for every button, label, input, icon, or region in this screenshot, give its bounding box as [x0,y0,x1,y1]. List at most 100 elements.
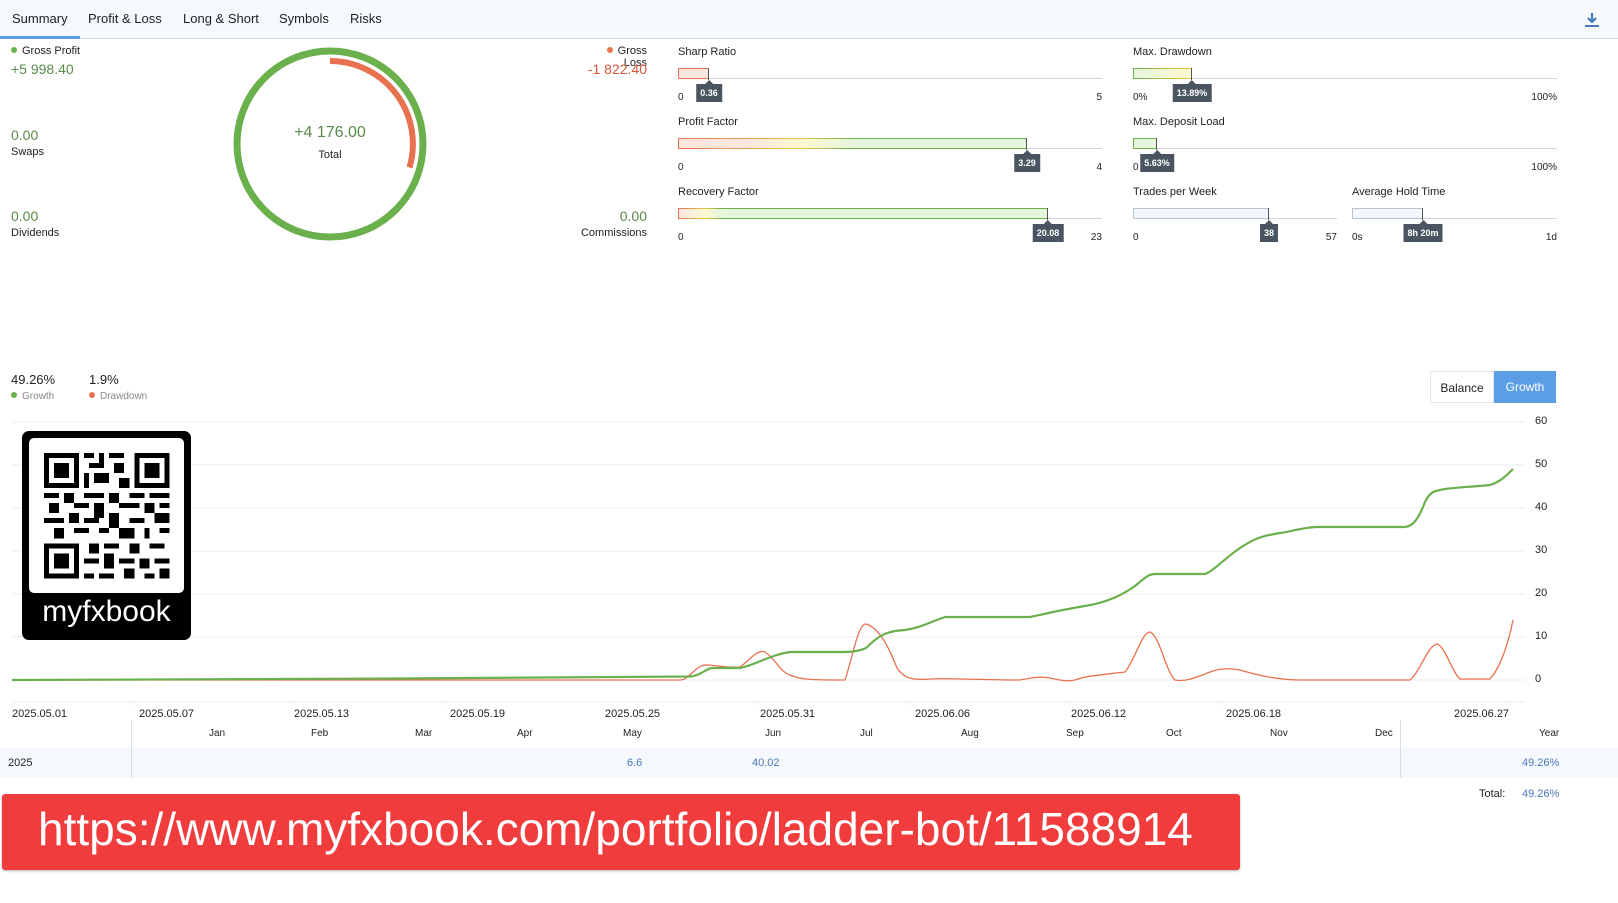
month-header: Jul [860,728,873,739]
meter-label: Trades per Week [1133,186,1217,198]
total-return: 49.26% [1522,788,1560,800]
month-header: Aug [961,728,979,739]
tab-label: Profit & Loss [88,11,162,26]
profit-loss-donut [233,47,427,241]
may-return[interactable]: 6.6 [627,757,643,769]
meter-fill [678,68,709,79]
max-drawdown-meter: Max. Drawdown 13.89% 0% 100% [1133,46,1557,106]
x-tick: 2025.06.18 [1226,708,1282,720]
drawdown-line [12,619,1514,682]
tab-label: Summary [12,11,68,26]
y-tick-10: 10 [1535,630,1548,642]
gross-loss-label: Gross Loss [582,45,647,69]
jun-return[interactable]: 40.02 [752,757,780,769]
trades-per-week-meter: Trades per Week 38 0 57 [1133,186,1337,246]
dividends-label: Dividends [11,227,60,239]
growth-legend: Growth [11,391,54,402]
tab-risks[interactable]: Risks [350,0,382,39]
profit-factor-meter: Profit Factor 3.29 0 4 [678,116,1102,176]
year-label: 2025 [8,757,33,769]
meter-label: Profit Factor [678,116,738,128]
year-header: Year [1539,728,1560,739]
url-banner[interactable]: https://www.myfxbook.com/portfolio/ladde… [2,794,1240,870]
commissions-value: 0.00 [619,208,647,224]
red-dot-icon [606,47,613,53]
meter-label: Average Hold Time [1352,186,1446,198]
green-dot-icon [11,392,17,398]
month-header: Nov [1270,728,1288,739]
meter-value-badge: 5.63% [1140,150,1174,172]
commissions-label: Commissions [580,227,647,239]
qr-code-badge[interactable]: myfxbook [22,431,191,640]
qr-code-icon [43,452,170,579]
y-tick-60: 60 [1535,415,1548,427]
tab-summary[interactable]: Summary [0,0,80,39]
month-header: May [623,728,642,739]
divider [131,748,132,778]
meter-min: 0 [1133,232,1139,243]
tab-symbols[interactable]: Symbols [279,0,329,39]
url-banner-text: https://www.myfxbook.com/portfolio/ladde… [38,803,1193,855]
x-tick: 2025.05.07 [139,708,195,720]
y-tick-50: 50 [1535,458,1548,470]
total-label: Total: [1479,788,1506,800]
meter-value-badge: 38 [1259,220,1279,242]
meter-min: 0% [1133,92,1148,103]
drawdown-legend: Drawdown [89,391,147,402]
y-tick-0: 0 [1535,673,1542,685]
download-button[interactable] [1582,10,1602,30]
year-total-return: 49.26% [1522,757,1560,769]
meter-fill [1133,138,1157,149]
month-header: Dec [1375,728,1393,739]
meter-fill [1352,208,1423,219]
avg-hold-time-meter: Average Hold Time 8h 20m 0s 1d [1352,186,1557,246]
download-icon [1585,13,1599,27]
meter-value-badge: 8h 20m [1403,220,1443,242]
qr-brand-text: myfxbook [42,595,171,628]
gross-profit-label: Gross Profit [11,45,80,57]
dividends-value: 0.00 [11,208,39,224]
meter-label: Max. Drawdown [1133,46,1212,58]
x-tick: 2025.06.12 [1071,708,1127,720]
meter-value-badge: 0.36 [696,80,722,102]
divider [1400,748,1401,778]
meter-fill [1133,68,1192,79]
growth-toggle-button[interactable]: Growth [1494,371,1556,403]
meter-value-badge: 3.29 [1014,150,1040,172]
month-header: Jun [765,728,782,739]
month-header: Jan [209,728,226,739]
gross-profit-value: +5 998.40 [11,61,74,77]
tab-profit-loss[interactable]: Profit & Loss [88,0,162,39]
meter-max: 1d [1545,232,1557,243]
meter-value-badge: 13.89% [1172,80,1212,102]
meter-fill [678,208,1048,219]
tab-label: Symbols [279,11,329,26]
meter-fill [678,138,1027,149]
y-tick-40: 40 [1535,501,1548,513]
meter-max: 5 [1096,92,1102,103]
x-tick: 2025.05.31 [760,708,816,720]
swaps-value: 0.00 [11,127,39,143]
max-deposit-load-meter: Max. Deposit Load 0 5.63% 100% [1133,116,1557,176]
x-tick: 2025.05.01 [12,708,68,720]
sharp-ratio-meter: Sharp Ratio 0.36 0 5 [678,46,1102,106]
meter-max: 57 [1325,232,1337,243]
meter-min: 0s [1352,232,1363,243]
red-dot-icon [89,392,95,398]
drawdown-value: 1.9% [89,372,119,387]
meter-value-badge: 20.08 [1032,220,1064,242]
growth-chart [11,421,1525,705]
month-header: Oct [1166,728,1182,739]
y-tick-20: 20 [1535,587,1548,599]
swaps-label: Swaps [11,146,45,158]
tab-label: Long & Short [183,11,259,26]
month-header: Apr [517,728,533,739]
meter-label: Max. Deposit Load [1133,116,1225,128]
meter-max: 100% [1531,92,1557,103]
month-header: Mar [415,728,433,739]
tab-bar: Summary Profit & Loss Long & Short Symbo… [0,0,1618,39]
balance-toggle-button[interactable]: Balance [1430,371,1494,403]
tab-long-short[interactable]: Long & Short [183,0,259,39]
month-header: Feb [311,728,329,739]
meter-label: Sharp Ratio [678,46,737,58]
